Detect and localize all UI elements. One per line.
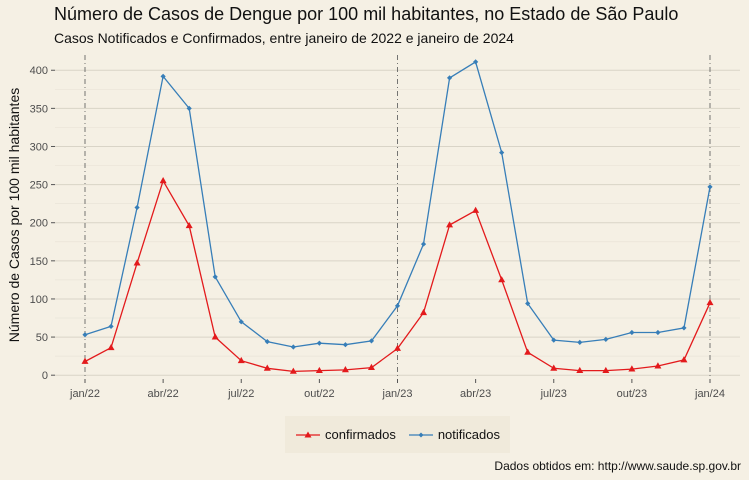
x-tick-label: abr/23 xyxy=(460,388,491,400)
data-point-notificados xyxy=(420,241,427,247)
x-tick-label: out/23 xyxy=(617,388,648,400)
data-point-notificados xyxy=(368,338,375,344)
data-point-confirmados xyxy=(576,366,584,374)
data-point-confirmados xyxy=(237,356,245,364)
y-tick-label: 400 xyxy=(30,65,48,77)
data-point-confirmados xyxy=(628,365,636,372)
data-point-notificados xyxy=(473,59,479,65)
data-point-confirmados xyxy=(289,367,297,374)
data-point-confirmados xyxy=(81,357,89,364)
data-point-confirmados xyxy=(446,221,454,228)
data-point-notificados xyxy=(551,337,557,343)
x-tick-label: jul/22 xyxy=(227,388,254,400)
data-point-confirmados xyxy=(107,343,115,351)
series-layer xyxy=(81,59,714,374)
data-point-confirmados xyxy=(524,348,532,355)
data-point-notificados xyxy=(134,204,140,211)
data-point-notificados xyxy=(707,184,713,190)
legend-key-confirmados xyxy=(296,431,321,437)
chart-title: Número de Casos de Dengue por 100 mil ha… xyxy=(54,4,679,24)
data-point-confirmados xyxy=(680,356,688,363)
data-source-caption: Dados obtidos em: http://www.saude.sp.go… xyxy=(494,459,741,473)
data-point-confirmados xyxy=(211,333,219,340)
data-point-notificados xyxy=(603,336,609,342)
x-tick-label: jan/23 xyxy=(382,388,413,400)
data-point-notificados xyxy=(290,344,296,350)
data-point-confirmados xyxy=(550,364,558,371)
data-point-notificados xyxy=(342,342,349,348)
x-tick-label: abr/22 xyxy=(148,388,179,400)
data-point-notificados xyxy=(681,325,687,331)
data-point-confirmados xyxy=(159,176,167,184)
data-point-notificados xyxy=(108,323,114,329)
data-point-confirmados xyxy=(394,344,401,351)
legend-label-confirmados: confirmados xyxy=(325,427,396,442)
data-point-notificados xyxy=(186,105,192,111)
data-point-confirmados xyxy=(654,362,662,369)
y-axis-ticks: 0 50 100 150 200 250 300 350 400 xyxy=(30,65,55,382)
legend-item-notificados: notificados xyxy=(408,427,500,442)
data-point-notificados xyxy=(212,274,218,280)
data-point-confirmados xyxy=(498,276,506,283)
y-tick-label: 350 xyxy=(30,103,48,115)
reference-lines xyxy=(84,55,711,379)
y-tick-label: 150 xyxy=(30,256,48,268)
y-tick-label: 0 xyxy=(42,370,48,382)
y-tick-label: 200 xyxy=(30,218,48,230)
y-tick-label: 50 xyxy=(36,332,48,344)
data-point-notificados xyxy=(577,339,583,346)
y-tick-label: 300 xyxy=(30,141,48,153)
x-tick-label: out/22 xyxy=(304,388,335,400)
y-tick-label: 250 xyxy=(30,180,48,192)
data-point-notificados xyxy=(316,340,322,346)
legend: confirmados notificados xyxy=(285,416,510,453)
x-tick-label: jan/22 xyxy=(69,388,100,400)
chart-subtitle: Casos Notificados e Confirmados, entre j… xyxy=(54,30,514,46)
data-point-confirmados xyxy=(367,363,375,370)
data-point-confirmados xyxy=(472,206,480,213)
data-point-notificados xyxy=(446,75,453,81)
data-point-confirmados xyxy=(185,221,193,229)
data-point-notificados xyxy=(82,332,88,338)
x-axis-ticks: jan/22 abr/22 jul/22 out/22 jan/23 abr/23 jul/… xyxy=(69,379,725,400)
data-point-confirmados xyxy=(420,308,428,316)
data-point-notificados xyxy=(499,149,505,156)
data-point-notificados xyxy=(394,303,401,309)
data-point-confirmados xyxy=(341,366,349,373)
data-point-notificados xyxy=(629,329,635,336)
data-point-notificados xyxy=(160,73,166,79)
legend-key-notificados xyxy=(408,432,433,437)
x-tick-label: jan/24 xyxy=(694,388,725,400)
data-point-notificados xyxy=(525,300,531,307)
legend-item-confirmados: confirmados xyxy=(295,427,396,442)
y-tick-label: 100 xyxy=(30,294,48,306)
x-tick-label: jul/23 xyxy=(540,388,567,400)
data-point-notificados xyxy=(655,329,661,336)
data-point-confirmados xyxy=(706,298,714,306)
legend-label-notificados: notificados xyxy=(437,427,500,442)
data-point-confirmados xyxy=(315,366,323,374)
line-chart: 0 50 100 150 200 250 300 350 400 jan/22 abr/22 jul… xyxy=(30,55,740,400)
series-line-confirmados xyxy=(84,179,711,373)
data-point-notificados xyxy=(264,339,270,345)
data-point-confirmados xyxy=(602,366,610,374)
data-point-notificados xyxy=(238,319,244,325)
data-point-confirmados xyxy=(133,259,141,266)
data-point-confirmados xyxy=(263,364,271,371)
